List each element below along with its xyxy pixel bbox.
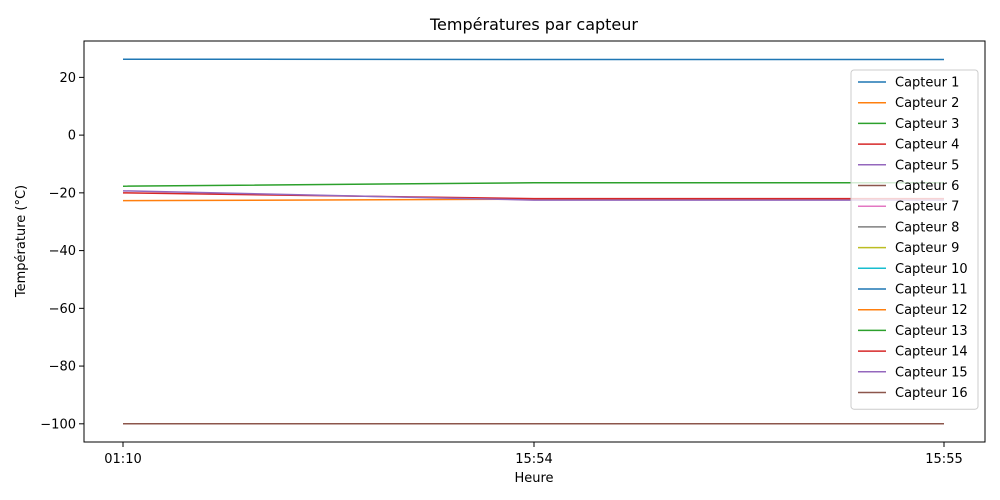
y-tick-label: 0: [68, 129, 76, 144]
x-tick-label: 15:54: [515, 452, 552, 467]
legend-label: Capteur 1: [895, 76, 959, 91]
legend-label: Capteur 3: [895, 117, 959, 132]
legend-label: Capteur 10: [895, 262, 968, 277]
x-tick-label: 01:10: [104, 452, 141, 467]
legend-label: Capteur 16: [895, 386, 968, 401]
legend-box: [850, 69, 979, 410]
legend-label: Capteur 4: [895, 138, 959, 153]
legend-label: Capteur 6: [895, 179, 959, 194]
y-tick-label: −100: [40, 417, 76, 432]
legend-label: Capteur 8: [895, 220, 959, 235]
legend-label: Capteur 12: [895, 303, 968, 318]
series-line-capteur-3: [122, 182, 944, 187]
y-axis: 20 0 −20 −40 −60 −80 −100: [40, 71, 84, 432]
legend-label: Capteur 13: [895, 324, 968, 339]
legend-label: Capteur 5: [895, 158, 959, 173]
series-line-capteur-5: [122, 190, 944, 201]
y-tick-label: −40: [49, 244, 76, 259]
legend-label: Capteur 15: [895, 365, 968, 380]
series-line-capteur-4: [122, 192, 944, 200]
y-axis-title: Température (°C): [14, 185, 29, 298]
series-layer: [122, 58, 944, 425]
y-tick-label: −20: [49, 186, 76, 201]
legend-label: Capteur 2: [895, 96, 959, 111]
x-axis: 01:10 15:54 15:55: [104, 442, 963, 467]
x-axis-title: Heure: [514, 471, 553, 486]
legend-label: Capteur 11: [895, 283, 968, 298]
x-tick-label: 15:55: [925, 452, 962, 467]
y-tick-label: 20: [59, 71, 76, 86]
legend-label: Capteur 7: [895, 200, 959, 215]
legend-label: Capteur 9: [895, 241, 959, 256]
y-tick-label: −80: [49, 360, 76, 375]
legend: Capteur 1 Capteur 2 Capteur 3 Capteur 4 Capt…: [850, 69, 979, 410]
legend-label: Capteur 14: [895, 345, 968, 360]
y-tick-label: −60: [49, 302, 76, 317]
chart-title: Températures par capteur: [429, 15, 638, 34]
